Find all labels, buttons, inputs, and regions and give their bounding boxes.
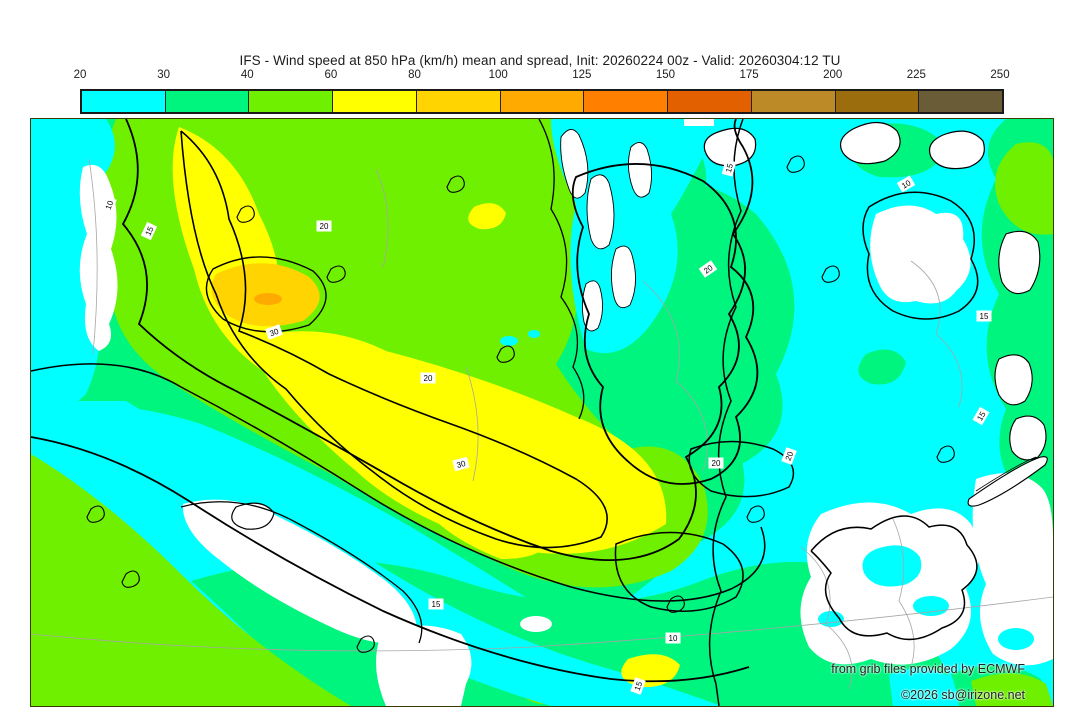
colorbar-segment-200 xyxy=(835,91,920,112)
colorbar-segment-30 xyxy=(165,91,250,112)
colorbar-segment-80 xyxy=(416,91,501,112)
colorbar-tick-125: 125 xyxy=(572,69,592,81)
contour-label-15: 15 xyxy=(972,406,990,426)
colorbar-tick-200: 200 xyxy=(823,69,843,81)
colorbar-segment-40 xyxy=(249,91,334,112)
svg-text:20: 20 xyxy=(320,222,329,231)
contour-label-10: 10 xyxy=(896,175,916,193)
colorbar-segment-225 xyxy=(919,91,1003,112)
contour-label-20: 20 xyxy=(420,372,436,384)
svg-text:15: 15 xyxy=(980,312,989,321)
contour-label-10: 10 xyxy=(665,632,681,644)
colorbar-segment-175 xyxy=(751,91,836,112)
colorbar-tick-250: 250 xyxy=(990,69,1010,81)
contour-label-15: 15 xyxy=(630,677,646,695)
svg-text:20: 20 xyxy=(424,374,433,383)
svg-text:15: 15 xyxy=(143,225,155,237)
wind-map-frame: 10 15 20 30 20 15 10 20 15 30 20 20 15 10 15 15 xyxy=(30,118,1054,707)
contour-label-15: 15 xyxy=(976,310,992,322)
colorbar-segment-60 xyxy=(333,91,417,112)
svg-text:20: 20 xyxy=(712,459,721,468)
svg-text:10: 10 xyxy=(669,634,678,643)
contour-label-20: 20 xyxy=(316,220,332,232)
svg-text:10: 10 xyxy=(104,199,116,211)
contour-label-10: 10 xyxy=(101,196,117,214)
contour-labels: 10 15 20 30 20 15 10 20 15 30 20 20 15 10 15 15 xyxy=(101,159,992,695)
svg-text:30: 30 xyxy=(268,327,280,339)
coastline-border-lines xyxy=(31,158,1053,690)
svg-text:15: 15 xyxy=(724,162,735,173)
svg-text:20: 20 xyxy=(784,450,796,462)
contour-label-20: 20 xyxy=(698,260,718,278)
colorbar-tick-175: 175 xyxy=(739,69,759,81)
colorbar-tick-60: 60 xyxy=(324,69,338,81)
colorbar xyxy=(80,89,1004,114)
contour-label-15: 15 xyxy=(721,159,737,177)
colorbar-tick-40: 40 xyxy=(240,69,254,81)
svg-text:30: 30 xyxy=(456,459,467,470)
map-title: IFS - Wind speed at 850 hPa (km/h) mean … xyxy=(239,53,841,68)
contour-label-30: 30 xyxy=(452,456,470,472)
contour-label-20: 20 xyxy=(781,447,797,465)
colorbar-tick-100: 100 xyxy=(488,69,508,81)
colorbar-tick-30: 30 xyxy=(157,69,171,81)
colorbar-tick-150: 150 xyxy=(655,69,676,81)
contour-label-15: 15 xyxy=(428,598,444,610)
colorbar-tick-20: 20 xyxy=(73,69,87,81)
attribution-copyright: ©2026 sb@irizone.net xyxy=(900,688,1025,702)
attribution-source: from grib files provided by ECMWF xyxy=(831,662,1025,676)
colorbar-segment-100 xyxy=(500,91,585,112)
colorbar-tick-labels: 20 30 40 60 80 100 125 150 175 200 225 250 xyxy=(74,69,1010,84)
contour-label-15: 15 xyxy=(140,221,158,241)
svg-text:15: 15 xyxy=(432,600,441,609)
colorbar-segment-150 xyxy=(668,91,752,112)
colorbar-segment-125 xyxy=(584,91,669,112)
contour-label-30: 30 xyxy=(265,324,283,340)
contour-label-20: 20 xyxy=(708,457,724,469)
svg-text:15: 15 xyxy=(633,680,645,692)
colorbar-tick-225: 225 xyxy=(906,69,926,81)
colorbar-tick-80: 80 xyxy=(408,69,421,81)
white-low-areas xyxy=(79,119,1053,706)
wind-map-canvas: 10 15 20 30 20 15 10 20 15 30 20 20 15 10 15 15 xyxy=(31,119,1053,706)
colorbar-segment-20 xyxy=(82,91,166,112)
